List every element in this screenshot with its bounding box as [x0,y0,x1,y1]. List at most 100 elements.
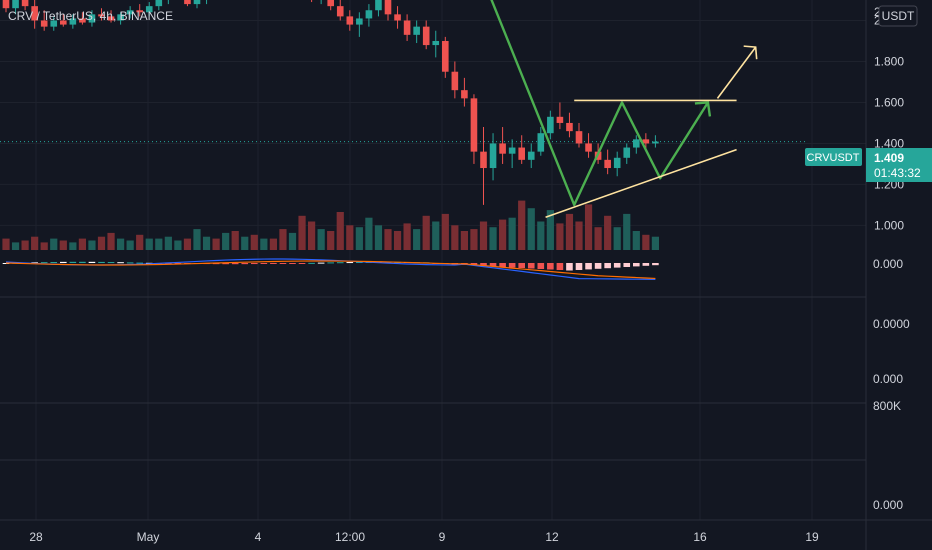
macd-indicator [2,258,659,280]
volume-bar [107,232,115,250]
candle [346,10,354,31]
volume-bar [460,231,468,250]
macd-histogram-bar [356,261,363,263]
volume-bar [393,231,402,250]
macd-histogram-bar [575,263,583,270]
candle [184,0,191,7]
macd-histogram-bar [566,263,573,271]
macd-histogram-bar [499,263,506,267]
volume-bar [279,229,287,250]
macd-histogram-bar [585,263,592,270]
zigzag-arrowhead [694,101,712,117]
candle [384,0,392,21]
volume-bar [451,225,459,250]
macd-histogram-bar [508,263,516,268]
candle [69,14,77,29]
volume-bar [69,242,77,250]
volume-bar [2,238,10,250]
volume-bar [260,238,268,250]
macd-histogram-bar [480,263,487,266]
candle [365,4,373,27]
macd-histogram-bar [652,263,659,266]
candle [40,10,48,31]
volume-bar [288,232,297,250]
volume-bar [164,236,172,250]
macd-histogram-bar [547,263,554,270]
macd-histogram-bar [336,262,344,264]
candle [499,127,506,164]
macd-histogram-bar [88,261,96,263]
volume-bar [499,219,507,250]
candle [489,133,497,181]
price-tick-label: 1.400 [874,136,904,150]
candle [126,6,134,19]
candle [652,135,659,148]
volume-bar [88,240,96,250]
price-tick-label: 1.800 [874,54,904,68]
volume-bar [623,213,631,250]
macd-histogram-bar [279,263,287,264]
volume-bar [193,229,201,250]
volume-bar [346,225,354,250]
macd-histogram-bar [40,262,48,264]
candle [50,16,58,31]
candle [155,0,163,11]
volume-bar [537,221,545,250]
macd-histogram-bar [518,263,525,268]
candle [356,12,363,37]
symbol-tag: CRVUSDT [805,148,862,166]
candle [79,12,86,25]
symbol-header[interactable]: CRV / TetherUS, 4h, BINANCE [8,9,173,23]
macd-histogram-bar [633,263,640,267]
volume-bar [584,204,593,250]
candle [432,30,440,58]
volume-bar [250,234,258,250]
candle [547,110,554,140]
symbol-tag-label: CRVUSDT [807,152,860,164]
macd-histogram-bar [613,263,621,268]
time-tick-label: 28 [29,530,43,544]
last-price-value: 1.409 [874,151,904,165]
zigzag-pattern-line [490,0,709,207]
target-arrowhead [743,45,758,60]
price-tick-label: 1.600 [874,95,904,109]
volume-bar [336,212,344,250]
candle [167,0,169,5]
candle [613,151,621,177]
macd-histogram-bar [126,262,134,264]
candle [633,135,640,154]
bar-countdown: 01:43:32 [874,166,921,180]
volume-bar [183,238,192,250]
volume-bar [40,242,48,250]
volume-bar [365,217,373,250]
candle [527,143,535,169]
macd-histogram-bar [537,263,545,269]
macd-histogram-bar [289,263,296,264]
candlestick-series[interactable] [2,0,659,205]
macd-histogram-bar [327,262,334,264]
time-tick-label: 16 [693,530,707,544]
support-trendline [545,148,737,218]
candle [2,0,10,13]
candle [206,0,208,5]
macd-histogram-bar [642,263,650,266]
macd-histogram-bar [594,263,602,269]
volume-bar [518,200,526,250]
pattern-drawings[interactable] [488,0,758,218]
macd-axis-label: 0.000 [873,257,903,271]
candle [604,149,611,175]
macd-histogram-bar [50,261,58,263]
currency-button[interactable]: USDT [878,5,918,27]
candle [336,0,344,21]
candle [21,0,29,11]
volume-axis-label-top: 800K [873,399,901,413]
currency-button-label: USDT [882,9,915,23]
candle [12,0,19,15]
volume-bar [613,227,621,250]
candle [470,94,478,164]
macd-histogram-bar [604,263,611,269]
volume-bar [527,208,535,250]
candle [451,61,459,99]
